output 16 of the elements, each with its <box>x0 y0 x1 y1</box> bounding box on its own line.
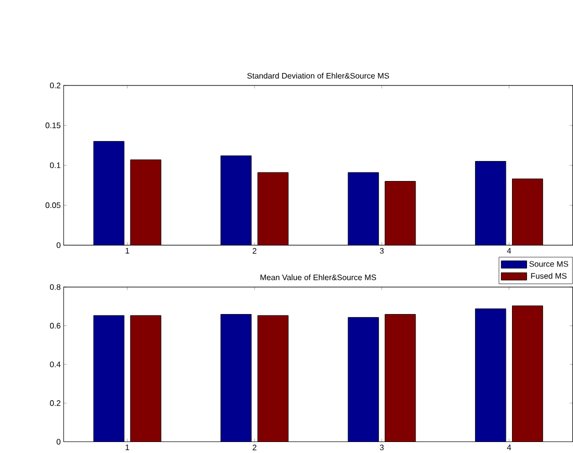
bar <box>512 178 544 246</box>
bar <box>220 314 252 442</box>
bar <box>130 315 162 442</box>
bar <box>348 317 379 442</box>
bar <box>130 159 162 246</box>
bar <box>384 314 416 442</box>
bar <box>257 315 289 442</box>
bar <box>475 308 506 442</box>
bar <box>93 315 124 442</box>
bar <box>348 172 379 246</box>
bar <box>257 172 289 246</box>
bar <box>512 306 544 442</box>
bar <box>475 161 506 246</box>
bar <box>220 156 252 246</box>
bar <box>384 181 416 246</box>
bar <box>93 141 124 246</box>
